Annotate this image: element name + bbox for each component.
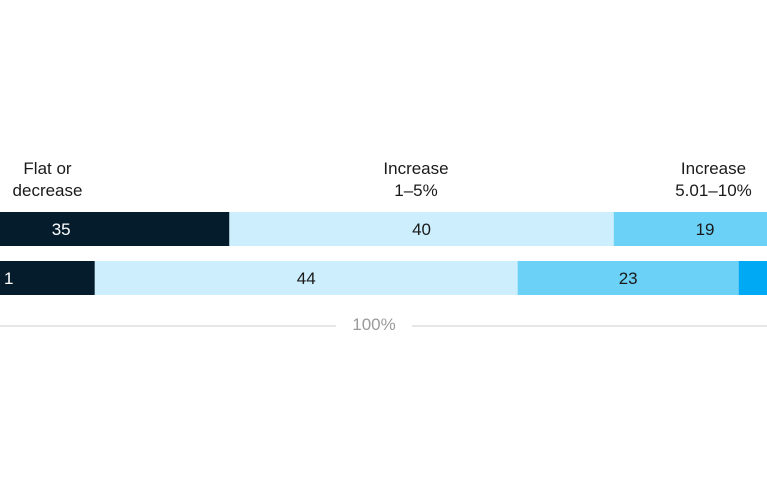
- bar-value-label: 19: [696, 220, 715, 239]
- category-label-line: 5.01–10%: [675, 181, 752, 200]
- bar-value-label: 44: [297, 269, 316, 288]
- bar-value-label: 40: [412, 220, 431, 239]
- category-label-line: 1–5%: [394, 181, 438, 200]
- category-label-increase-1-5: Increase 1–5%: [356, 158, 476, 202]
- bar-value-label: 23: [619, 269, 638, 288]
- category-label-line: Flat or: [23, 159, 72, 178]
- category-label-line: Increase: [383, 159, 449, 178]
- total-label: 100%: [352, 315, 396, 334]
- bar-segment: [0, 212, 230, 246]
- bar-segment: [229, 212, 614, 246]
- bar-segment: [94, 261, 518, 295]
- category-label-flat-or-decrease: Flat or decrease: [0, 158, 95, 202]
- bar-value-label: 1: [4, 269, 13, 288]
- bar-value-label: 35: [52, 220, 71, 239]
- category-label-line: decrease: [12, 181, 83, 200]
- bar-segment: [517, 261, 739, 295]
- category-label-increase-5-10: Increase 5.01–10%: [660, 158, 767, 202]
- bar-layer: 35 40 19 1 44 23: [0, 212, 767, 295]
- bar-segment: [738, 261, 767, 295]
- bar-segment: [613, 212, 767, 246]
- bar-segment: [0, 261, 95, 295]
- category-label-line: Increase: [680, 159, 747, 178]
